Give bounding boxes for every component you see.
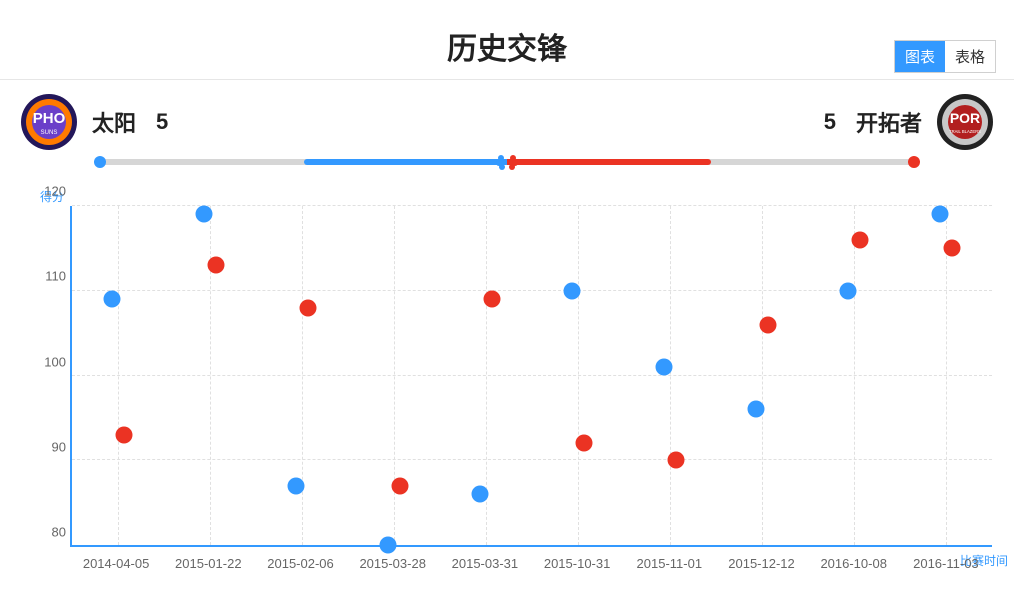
x-tick: 2015-03-31 <box>452 556 519 571</box>
team-left-logo: PHO SUNS <box>20 93 78 151</box>
point-blazers[interactable] <box>208 257 225 274</box>
x-tick: 2016-11-03 <box>913 556 979 571</box>
point-suns[interactable] <box>563 282 580 299</box>
point-blazers[interactable] <box>116 426 133 443</box>
chart-area: 得分 比赛时间 80901001101202014-04-052015-01-2… <box>24 206 1002 593</box>
tab-table[interactable]: 表格 <box>945 41 995 72</box>
point-suns[interactable] <box>379 537 396 554</box>
point-suns[interactable] <box>931 206 948 223</box>
point-blazers[interactable] <box>300 299 317 316</box>
point-blazers[interactable] <box>576 435 593 452</box>
x-tick: 2015-01-22 <box>175 556 242 571</box>
svg-text:PHO: PHO <box>33 110 66 127</box>
y-tick: 90 <box>42 439 66 454</box>
team-right: POR TRAIL BLAZERS 开拓者 5 <box>818 93 994 151</box>
team-left-name: 太阳 <box>92 106 136 138</box>
point-blazers[interactable] <box>668 452 685 469</box>
point-suns[interactable] <box>747 401 764 418</box>
tug-of-war <box>100 150 914 174</box>
grid-v <box>578 206 579 545</box>
tug-dot-right <box>908 156 920 168</box>
x-tick: 2015-12-12 <box>728 556 795 571</box>
plot <box>70 206 992 547</box>
y-tick: 80 <box>42 525 66 540</box>
team-right-score: 5 <box>824 109 836 135</box>
tug-dot-left <box>94 156 106 168</box>
point-suns[interactable] <box>287 477 304 494</box>
grid-v <box>302 206 303 545</box>
teams-row: PHO SUNS 太阳 5 POR TRAIL BLAZERS 开拓者 5 <box>0 80 1014 150</box>
point-blazers[interactable] <box>392 477 409 494</box>
tug-fill-left <box>304 159 508 165</box>
x-tick: 2015-11-01 <box>637 556 703 571</box>
point-suns[interactable] <box>839 282 856 299</box>
point-blazers[interactable] <box>944 240 961 257</box>
x-tick: 2015-02-06 <box>267 556 334 571</box>
point-blazers[interactable] <box>852 231 869 248</box>
x-tick: 2015-10-31 <box>544 556 611 571</box>
point-blazers[interactable] <box>484 291 501 308</box>
x-tick: 2016-10-08 <box>820 556 887 571</box>
point-blazers[interactable] <box>760 316 777 333</box>
x-tick: 2014-04-05 <box>83 556 150 571</box>
grid-v <box>670 206 671 545</box>
point-suns[interactable] <box>471 486 488 503</box>
grid-v <box>210 206 211 545</box>
point-suns[interactable] <box>195 206 212 223</box>
page-title: 历史交锋 <box>0 0 1014 68</box>
point-suns[interactable] <box>103 291 120 308</box>
point-suns[interactable] <box>655 359 672 376</box>
grid-v <box>762 206 763 545</box>
grid-v <box>946 206 947 545</box>
tug-fill-right <box>507 159 711 165</box>
x-tick: 2015-03-28 <box>359 556 426 571</box>
y-tick: 100 <box>42 354 66 369</box>
team-right-name: 开拓者 <box>856 106 922 138</box>
team-left-score: 5 <box>156 109 168 135</box>
svg-text:TRAIL BLAZERS: TRAIL BLAZERS <box>949 129 981 134</box>
team-right-logo: POR TRAIL BLAZERS <box>936 93 994 151</box>
tab-chart[interactable]: 图表 <box>895 41 945 72</box>
svg-text:POR: POR <box>950 110 980 126</box>
tug-fist-icon <box>492 146 522 176</box>
svg-text:SUNS: SUNS <box>41 130 58 136</box>
team-left: PHO SUNS 太阳 5 <box>20 93 174 151</box>
grid-v <box>118 206 119 545</box>
y-tick: 120 <box>42 184 66 199</box>
view-tabs: 图表 表格 <box>894 40 996 73</box>
grid-v <box>394 206 395 545</box>
y-tick: 110 <box>42 269 66 284</box>
grid-v <box>854 206 855 545</box>
